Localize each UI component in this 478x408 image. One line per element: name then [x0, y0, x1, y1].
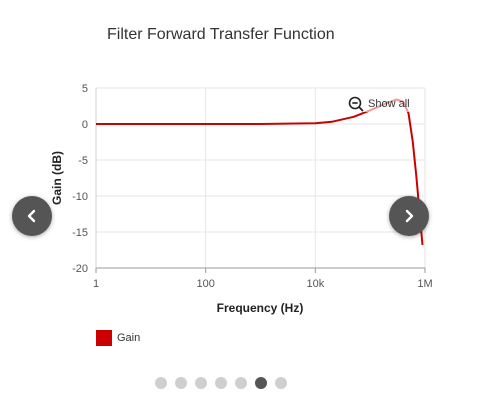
zoom-out-icon [348, 96, 364, 112]
legend-swatch [96, 330, 112, 346]
x-tick-label: 1 [93, 278, 99, 290]
show-all-button[interactable]: Show all [348, 96, 410, 112]
carousel-dot[interactable] [235, 377, 247, 389]
y-tick-label: 5 [82, 83, 88, 95]
y-tick-label: -20 [72, 263, 88, 275]
carousel-dot[interactable] [275, 377, 287, 389]
carousel-dot[interactable] [215, 377, 227, 389]
y-tick-label: -10 [72, 191, 88, 203]
grid [95, 87, 426, 269]
carousel-dot[interactable] [155, 377, 167, 389]
series-group [96, 98, 424, 246]
y-tick-label: -5 [78, 155, 88, 167]
show-all-label: Show all [368, 98, 410, 110]
tick-labels: 5 0 -5 -10 -15 -20 1 100 10k 1M [72, 83, 433, 290]
carousel-dot[interactable] [195, 377, 207, 389]
x-tick-label: 1M [417, 278, 432, 290]
series-line-gain [96, 98, 424, 246]
x-tick-label: 10k [306, 278, 324, 290]
chevron-left-icon [27, 209, 36, 223]
legend-label: Gain [117, 332, 141, 344]
next-button[interactable] [389, 196, 429, 236]
axes [95, 88, 426, 273]
previous-button[interactable] [12, 196, 52, 236]
chart-title: Filter Forward Transfer Function [107, 26, 335, 43]
chevron-right-icon [405, 209, 414, 223]
carousel-dots [155, 377, 287, 389]
y-axis-label: Gain (dB) [50, 151, 64, 205]
carousel-dot[interactable] [175, 377, 187, 389]
y-tick-label: -15 [72, 227, 88, 239]
y-tick-label: 0 [82, 119, 88, 131]
carousel-dot[interactable] [255, 377, 267, 389]
x-axis-label: Frequency (Hz) [217, 301, 304, 315]
legend[interactable]: Gain [96, 330, 140, 346]
x-tick-label: 100 [196, 278, 214, 290]
